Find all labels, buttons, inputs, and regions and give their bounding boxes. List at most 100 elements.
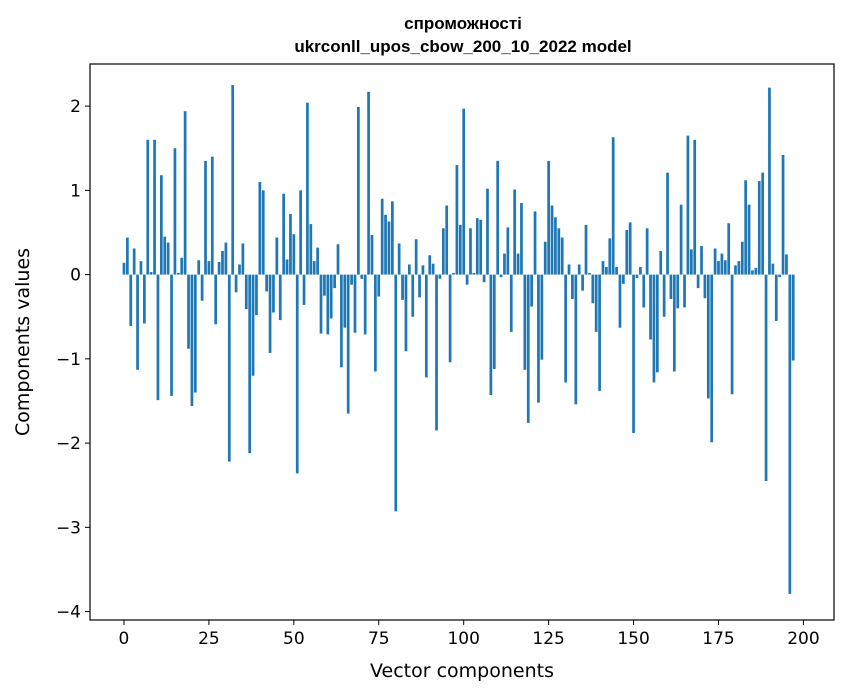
bar	[146, 139, 150, 275]
bar	[584, 224, 588, 275]
bar	[176, 272, 180, 275]
bar	[649, 274, 652, 340]
bar	[489, 274, 493, 396]
bar	[492, 274, 496, 369]
bar	[689, 249, 693, 275]
bar	[421, 265, 425, 275]
bar	[234, 274, 238, 293]
bar	[754, 267, 758, 275]
bar	[391, 201, 394, 275]
bar	[588, 272, 591, 275]
bar	[214, 274, 218, 325]
bar	[662, 274, 666, 317]
bar	[781, 154, 785, 275]
x-tick-label: 200	[787, 629, 819, 649]
bar	[618, 274, 622, 328]
bar	[336, 244, 340, 275]
bar	[329, 274, 333, 319]
bar	[774, 274, 778, 321]
bar	[285, 259, 289, 275]
bar	[622, 274, 625, 284]
bar	[231, 85, 235, 275]
bar	[326, 274, 330, 335]
bar	[282, 193, 285, 275]
bar	[560, 237, 564, 275]
bar	[642, 274, 646, 308]
bar	[238, 264, 241, 275]
bar	[268, 274, 272, 353]
bar	[143, 274, 146, 324]
bar	[509, 274, 513, 332]
bar	[601, 261, 605, 275]
bar	[306, 102, 309, 275]
y-tick-label: 1	[70, 181, 81, 201]
bar	[696, 274, 700, 289]
bar	[126, 237, 129, 275]
bar	[720, 253, 724, 275]
bar	[503, 253, 506, 275]
bar	[764, 274, 768, 481]
bar	[452, 272, 455, 275]
bar	[210, 156, 214, 275]
bar	[639, 267, 642, 275]
bar	[292, 234, 296, 275]
bar	[744, 180, 748, 275]
bar	[387, 221, 391, 275]
bar	[204, 160, 207, 275]
bar	[666, 172, 669, 275]
bar	[319, 274, 323, 334]
bar	[445, 205, 449, 275]
bar	[207, 261, 211, 275]
bars-group	[122, 85, 795, 594]
bar	[788, 274, 792, 594]
bar	[751, 270, 754, 275]
bar	[258, 181, 262, 275]
bar	[360, 274, 364, 279]
bar	[571, 274, 574, 300]
bar	[374, 274, 377, 372]
bar	[384, 214, 387, 275]
bar	[513, 189, 517, 275]
bar	[550, 205, 554, 275]
y-tick-label: 0	[70, 266, 81, 286]
bar	[278, 274, 282, 321]
bar	[710, 274, 714, 443]
bar	[706, 274, 710, 399]
y-tick-label: 2	[70, 97, 81, 117]
bar	[632, 274, 635, 433]
bar	[540, 274, 544, 360]
bar	[778, 274, 781, 278]
x-axis-label: Vector components	[370, 660, 554, 682]
bar	[608, 238, 612, 275]
bar	[567, 264, 571, 275]
bar	[537, 274, 540, 403]
x-tick-label: 175	[702, 629, 734, 649]
bar	[183, 111, 187, 275]
bar	[193, 274, 197, 393]
bar	[380, 198, 384, 275]
bar	[227, 274, 231, 462]
bar	[414, 239, 418, 275]
y-tick-label: −1	[56, 350, 81, 370]
bar	[625, 229, 629, 275]
bar	[771, 263, 775, 275]
bar	[672, 274, 676, 372]
bar	[217, 261, 221, 275]
x-tick-label: 125	[532, 629, 564, 649]
bar	[122, 262, 126, 275]
bar	[187, 274, 190, 349]
x-tick-label: 50	[283, 629, 305, 649]
bar	[340, 274, 343, 368]
bar	[734, 265, 737, 275]
chart-subtitle: ukrconll_upos_cbow_200_10_2022 model	[294, 37, 631, 56]
bar	[791, 274, 795, 361]
bar	[635, 274, 639, 278]
bar	[197, 260, 201, 275]
bar	[479, 219, 483, 275]
bar	[727, 223, 731, 275]
bar	[469, 228, 472, 275]
bar	[367, 91, 370, 275]
bar	[465, 274, 469, 285]
bar	[723, 260, 727, 275]
bar	[153, 139, 156, 275]
